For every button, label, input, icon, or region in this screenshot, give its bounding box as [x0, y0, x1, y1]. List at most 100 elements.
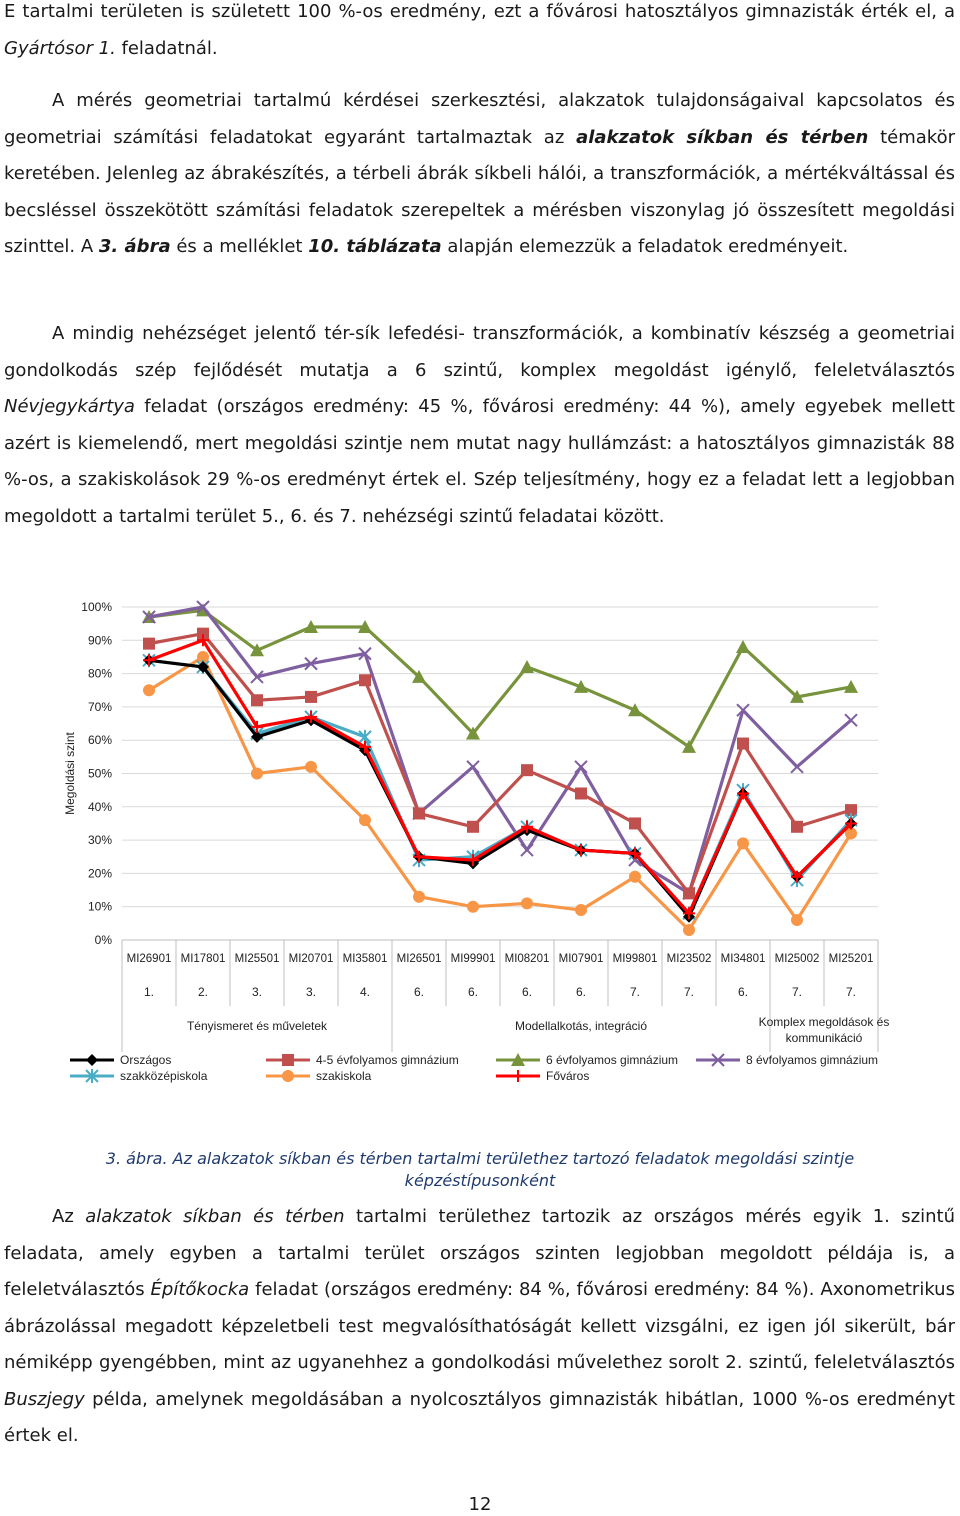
group-label: Modellalkotás, integráció [515, 1019, 647, 1033]
level-label: 6. [468, 985, 478, 999]
y-tick-label: 40% [88, 800, 112, 814]
x-tick-label: MI26901 [127, 953, 172, 965]
text-run-bold-italic: 10. táblázata [308, 236, 442, 257]
data-point [683, 924, 695, 937]
data-point [250, 643, 264, 657]
legend-label: Országos [120, 1053, 171, 1067]
data-point [737, 837, 749, 850]
data-point [844, 713, 858, 727]
level-label: 6. [414, 985, 424, 999]
data-point [358, 619, 372, 633]
data-point [197, 627, 209, 640]
data-point [251, 694, 263, 707]
y-tick-label: 10% [88, 900, 112, 914]
y-tick-label: 90% [88, 633, 112, 647]
data-point [412, 669, 426, 683]
data-point [845, 827, 857, 840]
level-label: 7. [684, 985, 694, 999]
text-run-italic: Buszjegy [4, 1388, 85, 1410]
x-tick-label: MI25501 [235, 953, 280, 965]
level-label: 3. [306, 985, 316, 999]
text-run-italic: Gyártósor 1. [4, 37, 116, 59]
data-point [844, 679, 858, 693]
data-point [845, 817, 857, 830]
y-tick-label: 60% [88, 733, 112, 747]
level-label: 7. [792, 985, 802, 999]
data-point [250, 670, 264, 684]
data-point [791, 914, 803, 927]
data-point [574, 760, 588, 774]
data-point [736, 703, 750, 717]
text-run: alapján elemezzük a feladatok eredményei… [441, 236, 849, 257]
data-point [304, 656, 318, 671]
data-point [790, 689, 804, 703]
data-point [791, 870, 803, 883]
data-point [197, 660, 209, 673]
text-run: példa, amelynek megoldásában a nyolcoszt… [4, 1388, 955, 1447]
text-run: és a melléklet [170, 236, 309, 257]
text-run-bold-italic: alakzatok síkban és térben [576, 126, 869, 148]
group-label: Tényismeret és műveletek [187, 1019, 328, 1033]
data-point [511, 1053, 525, 1066]
text-run: feladat (országos eredmény: 45 %, főváro… [4, 396, 955, 527]
level-label: 6. [738, 985, 748, 999]
level-label: 4. [360, 985, 370, 999]
data-point [282, 1070, 294, 1082]
group-label: Komplex megoldások és [759, 1015, 890, 1029]
data-point [845, 804, 857, 817]
data-point [467, 900, 479, 913]
text-run: E tartalmi területen is született 100 %-… [4, 1, 955, 22]
data-point [143, 684, 155, 697]
y-tick-label: 100% [81, 600, 112, 614]
series-line [148, 608, 852, 749]
y-tick-label: 20% [88, 866, 112, 880]
x-tick-label: MI07901 [559, 953, 604, 965]
paragraph-intro: E tartalmi területen is született 100 %-… [4, 0, 955, 67]
legend-label: szakiskola [316, 1069, 372, 1083]
data-point [143, 654, 155, 667]
data-point [305, 760, 317, 773]
level-label: 2. [198, 985, 208, 999]
y-tick-label: 30% [88, 833, 112, 847]
x-tick-label: MI35801 [343, 953, 388, 965]
data-point [358, 646, 372, 661]
x-tick-label: MI25201 [829, 953, 874, 965]
data-point [197, 634, 209, 647]
paragraph-nevjegykartya: A mindig nehézséget jelentő tér-sík lefe… [4, 316, 955, 535]
paragraph-geometry: A mérés geometriai tartalmú kérdései sze… [4, 83, 955, 266]
paragraph-epitokocka: Az alakzatok síkban és térben tartalmi t… [4, 1199, 955, 1455]
data-point [575, 904, 587, 917]
data-point [683, 887, 695, 900]
group-label: kommunikáció [786, 1031, 863, 1045]
legend-label: 6 évfolyamos gimnázium [546, 1053, 678, 1067]
legend-label: 8 évfolyamos gimnázium [746, 1053, 878, 1067]
legend-label: Főváros [546, 1069, 589, 1083]
text-run: témakör keretében. Jelenleg az ábrakészí… [4, 126, 955, 258]
data-point [736, 639, 750, 653]
data-point [629, 847, 641, 860]
data-point [574, 679, 588, 693]
data-point [521, 820, 533, 833]
data-point [575, 787, 587, 800]
x-tick-label: MI99901 [451, 953, 496, 965]
data-point [520, 659, 534, 673]
level-label: 6. [522, 985, 532, 999]
figure-caption: 3. ábra. Az alakzatok síkban és térben t… [60, 1148, 900, 1192]
data-point [737, 737, 749, 750]
legend-label: szakközépiskola [120, 1069, 208, 1083]
series-line [148, 605, 853, 895]
y-tick-label: 70% [88, 700, 112, 714]
x-tick-label: MI25002 [775, 953, 820, 965]
data-point [305, 690, 317, 703]
level-label: 3. [252, 985, 262, 999]
data-point [466, 760, 480, 774]
text-run: Az [52, 1206, 86, 1227]
text-run-italic: Névjegykártya [4, 396, 135, 417]
data-point [711, 1053, 725, 1067]
data-point [197, 650, 209, 663]
data-point [196, 600, 210, 614]
data-point [251, 730, 263, 743]
text-run: A mindig nehézséget jelentő tér-sík lefe… [4, 323, 955, 381]
data-point [359, 740, 371, 753]
text-run-italic: alakzatok síkban és térben [85, 1206, 345, 1227]
